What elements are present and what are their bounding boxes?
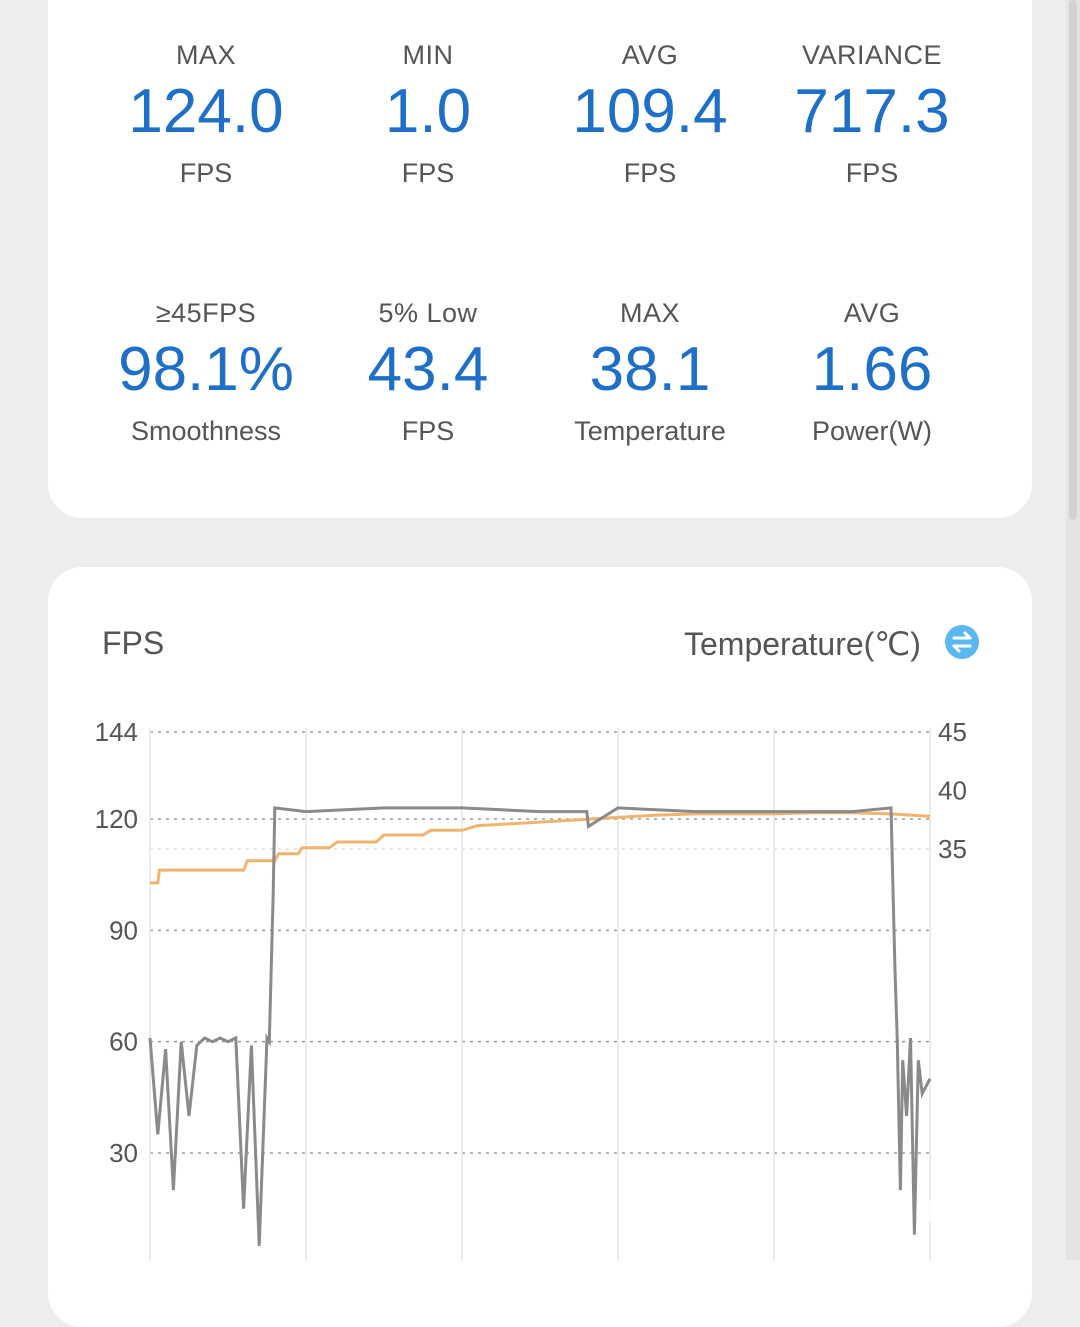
temperature-series-line: [150, 811, 931, 885]
left-axis-tick-label: 60: [109, 1027, 138, 1057]
stat-value: 1.0: [384, 77, 472, 146]
stat-label: MIN: [402, 40, 454, 70]
stat-label: AVG: [843, 298, 901, 328]
stat-value: 124.0: [128, 77, 284, 146]
stat-label: 5% Low: [378, 298, 478, 328]
stat-unit: Smoothness: [130, 416, 282, 446]
stat-value: 109.4: [572, 77, 728, 146]
stat-value: 98.1%: [118, 335, 294, 404]
stat-label: AVG: [621, 40, 679, 70]
stat-unit: FPS: [179, 158, 233, 188]
stat-variance: VARIANCE 717.3 FPS: [761, 37, 983, 193]
left-axis-tick-label: 120: [95, 804, 138, 834]
watermark: 小黑盒: [918, 1198, 990, 1226]
left-axis-tick-label: 30: [109, 1138, 138, 1168]
stat-value: 717.3: [794, 77, 950, 146]
left-axis-tick-label: 144: [95, 717, 138, 747]
chart-left-title: FPS: [102, 625, 165, 661]
stat-value: 38.1: [589, 335, 711, 404]
chart-card: [48, 567, 1032, 1327]
stat-label: MAX: [619, 298, 680, 328]
stat-unit: Temperature: [574, 416, 726, 446]
stats-card: [48, 0, 1032, 518]
swap-icon[interactable]: [945, 625, 979, 659]
stat-unit: Power(W): [812, 416, 932, 446]
fps-temperature-chart: 144 120 90 60 30 45 40 35: [95, 717, 967, 1260]
stat-max-temperature: MAX 38.1 Temperature: [539, 295, 761, 451]
stat-value: 43.4: [367, 335, 489, 404]
swap-icon-glyph: [952, 631, 972, 653]
stat-unit: FPS: [845, 158, 899, 188]
stat-max-fps: MAX 124.0 FPS: [95, 37, 317, 193]
stat-label: ≥45FPS: [155, 298, 257, 328]
right-axis-tick-label: 35: [938, 834, 967, 864]
scrollbar[interactable]: [1066, 0, 1080, 1260]
stat-5pct-low: 5% Low 43.4 FPS: [317, 295, 539, 451]
scroll-thumb[interactable]: [1069, 0, 1077, 520]
stat-smoothness: ≥45FPS 98.1% Smoothness: [95, 295, 317, 451]
stat-label: MAX: [175, 40, 236, 70]
stat-unit: FPS: [401, 158, 455, 188]
stat-label: VARIANCE: [801, 40, 943, 70]
stat-avg-power: AVG 1.66 Power(W): [761, 295, 983, 451]
stat-value: 1.66: [811, 335, 933, 404]
stat-unit: FPS: [623, 158, 677, 188]
stat-avg-fps: AVG 109.4 FPS: [539, 37, 761, 193]
stat-unit: FPS: [401, 416, 455, 446]
left-axis-tick-label: 90: [109, 915, 138, 945]
chart-right-title: Temperature(℃): [684, 626, 921, 662]
right-axis-tick-label: 40: [938, 776, 967, 806]
right-axis-tick-label: 45: [938, 717, 967, 747]
fps-series-line: [148, 806, 932, 1246]
stat-min-fps: MIN 1.0 FPS: [317, 37, 539, 193]
